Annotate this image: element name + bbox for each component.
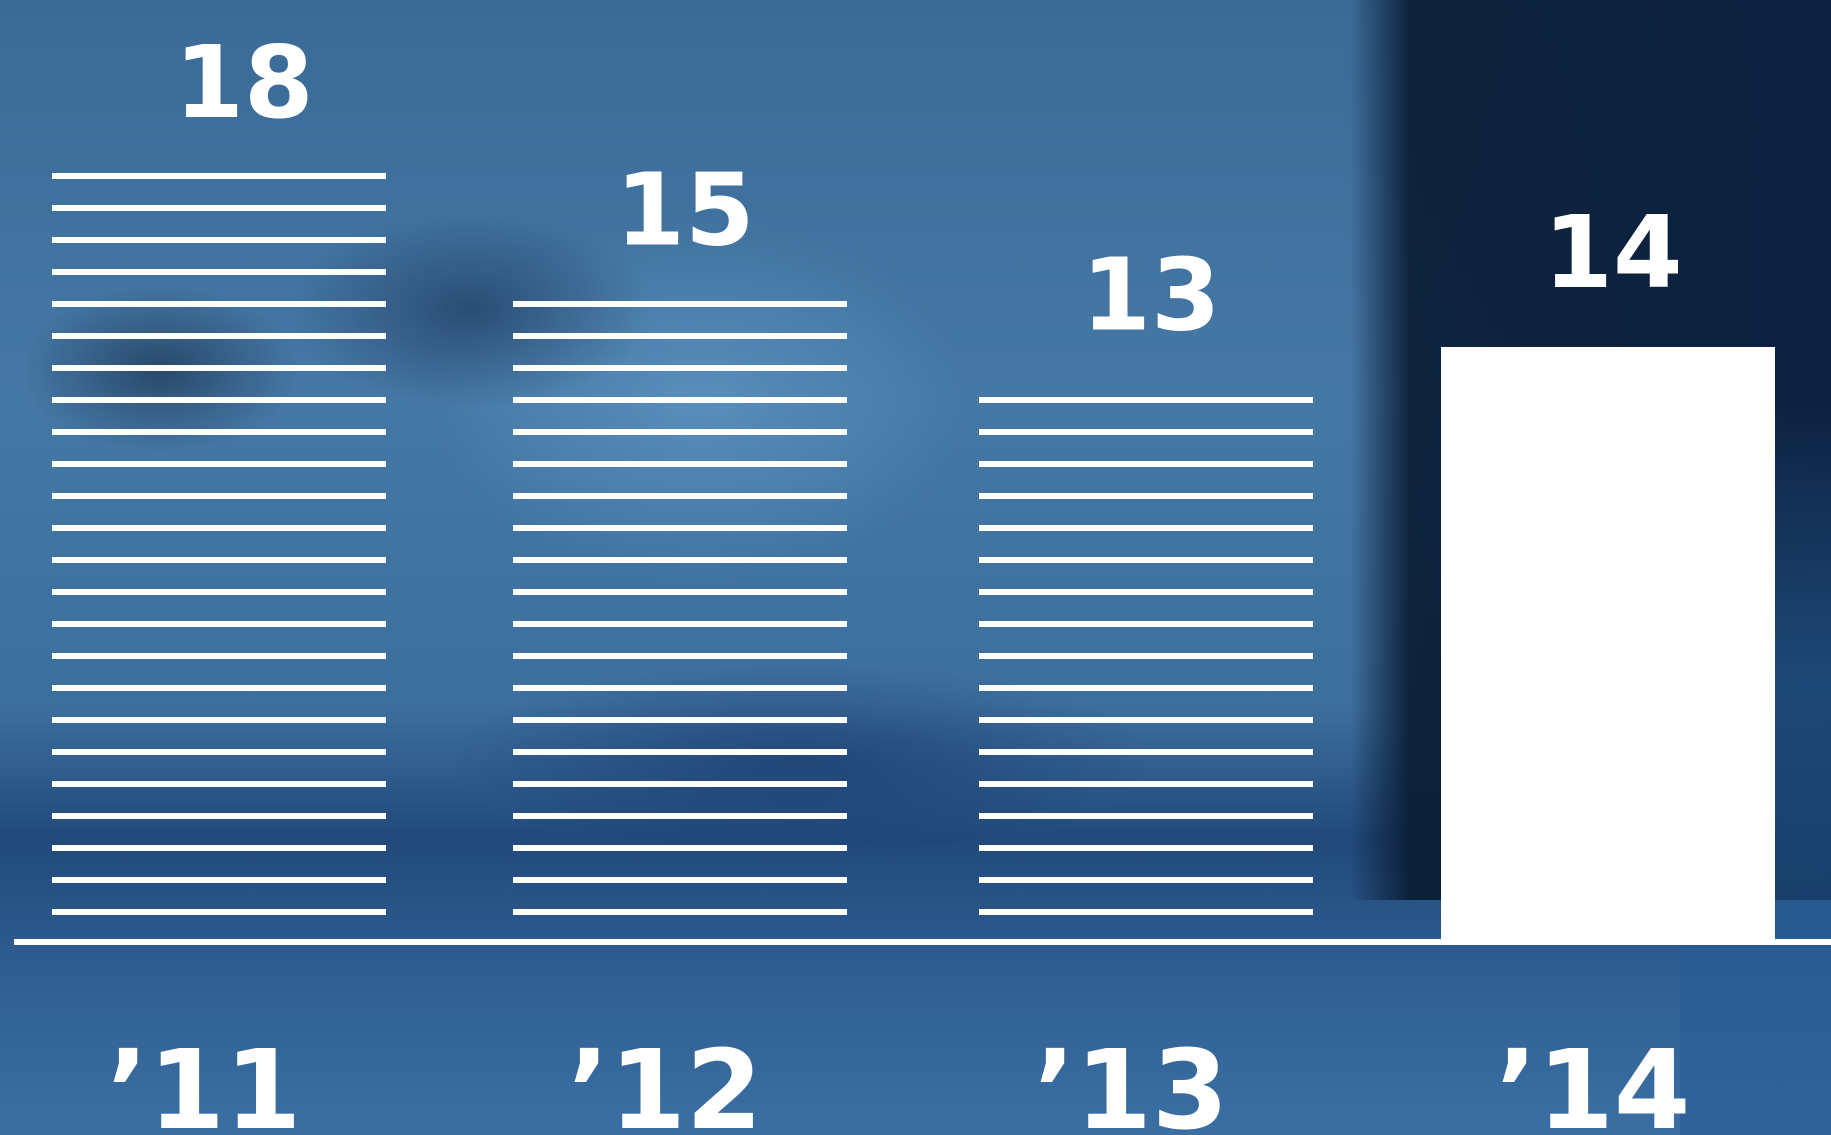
bar-stripe	[52, 173, 386, 179]
bar-2	[513, 301, 847, 915]
bar-stripe	[979, 877, 1313, 883]
bar-4	[1441, 347, 1775, 942]
bar-stripe	[52, 685, 386, 691]
bar-stripe	[513, 781, 847, 787]
bar-stripe	[979, 461, 1313, 467]
bar-stripe	[52, 813, 386, 819]
data-label-3: 13	[1081, 237, 1220, 354]
data-label-1: 18	[174, 24, 313, 141]
bar-stripe	[979, 909, 1313, 915]
bar-stripe	[513, 653, 847, 659]
bar-stripe	[513, 685, 847, 691]
bar-stripe	[52, 429, 386, 435]
bar-stripe	[52, 877, 386, 883]
bar-stripe	[979, 845, 1313, 851]
bar-stripe	[52, 237, 386, 243]
bar-stripe	[979, 621, 1313, 627]
bar-stripe	[52, 301, 386, 307]
bar-stripe	[513, 461, 847, 467]
bar-stripe	[513, 365, 847, 371]
bar-stripe	[979, 781, 1313, 787]
bar-stripe	[52, 909, 386, 915]
bar-stripe	[979, 685, 1313, 691]
bar-stripe	[52, 205, 386, 211]
bar-stripe	[52, 621, 386, 627]
bar-stripe	[513, 909, 847, 915]
bar-stripe	[979, 813, 1313, 819]
bar-stripe	[513, 429, 847, 435]
category-label-1: ’11	[107, 1026, 302, 1135]
bar-stripe	[979, 653, 1313, 659]
bar-stripe	[52, 525, 386, 531]
value-labels-group: 18 15 13 14	[174, 24, 1682, 354]
category-labels-group: ’11 ’12 ’13 ’14	[107, 1026, 1691, 1135]
bar-stripe	[52, 589, 386, 595]
bar-stripe	[52, 365, 386, 371]
bar-stripe	[513, 749, 847, 755]
bar-stripe	[52, 269, 386, 275]
bar-stripe	[52, 397, 386, 403]
bars-group	[52, 173, 1775, 942]
bar-stripe	[52, 781, 386, 787]
bar-stripe	[52, 749, 386, 755]
bar-stripe	[979, 717, 1313, 723]
bar-stripe	[52, 493, 386, 499]
bar-stripe	[52, 333, 386, 339]
bar-stripe	[52, 845, 386, 851]
bar-fill	[1441, 347, 1775, 942]
bar-stripe	[979, 493, 1313, 499]
bar-stripe	[513, 621, 847, 627]
bar-stripe	[52, 653, 386, 659]
bar-stripe	[979, 749, 1313, 755]
bar-stripe	[513, 813, 847, 819]
bar-stripe	[52, 461, 386, 467]
data-label-4: 14	[1543, 194, 1682, 311]
bar-stripe	[513, 397, 847, 403]
bar-stripe	[513, 877, 847, 883]
bar-stripe	[513, 845, 847, 851]
bar-stripe	[513, 717, 847, 723]
bar-stripe	[513, 557, 847, 563]
bar-stripe	[513, 493, 847, 499]
category-label-3: ’13	[1034, 1026, 1229, 1135]
bar-stripe	[979, 397, 1313, 403]
bar-stripe	[513, 301, 847, 307]
category-label-4: ’14	[1496, 1026, 1691, 1135]
bar-stripe	[513, 589, 847, 595]
data-label-2: 15	[615, 152, 754, 269]
category-label-2: ’12	[568, 1026, 763, 1135]
bar-stripe	[513, 333, 847, 339]
bar-stripe	[52, 557, 386, 563]
bar-stripe	[979, 525, 1313, 531]
bar-stripe	[979, 557, 1313, 563]
bar-stripe	[513, 525, 847, 531]
bar-stripe	[979, 589, 1313, 595]
bar-stripe	[979, 429, 1313, 435]
bar-1	[52, 173, 386, 915]
bar-3	[979, 397, 1313, 915]
bar-stripe	[52, 717, 386, 723]
